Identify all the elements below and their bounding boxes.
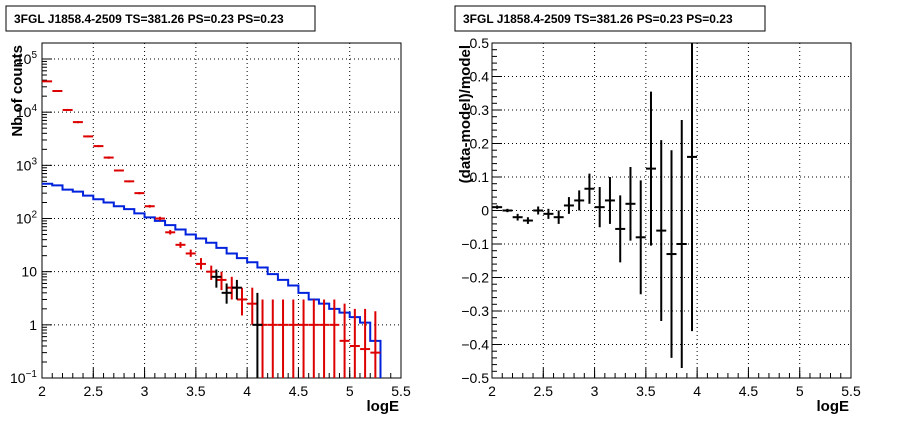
left-y-tick-label: 102 xyxy=(16,210,38,227)
left-title-box xyxy=(5,5,316,32)
right-y-tick-label: 0.4 xyxy=(470,69,490,85)
right-y-tick-label: 0.2 xyxy=(470,136,490,152)
left-x-tick-label: 3 xyxy=(141,383,149,399)
left-y-tick-exponent: 4 xyxy=(31,103,37,114)
left-plot-area xyxy=(42,80,382,378)
left-y-tick-base: 10 xyxy=(16,211,32,227)
left-x-axis-label: logE xyxy=(367,398,400,415)
right-chart-title: 3FGL J1858.4-2509 TS=381.26 PS=0.23 PS=0… xyxy=(463,12,733,26)
right-x-tick-label: 5 xyxy=(796,383,804,399)
left-y-tick-base: 10 xyxy=(16,104,32,120)
left-y-tick-base: 10 xyxy=(16,51,32,67)
right-y-tick-label: −0.4 xyxy=(461,337,489,353)
right-x-tick-label: 4 xyxy=(693,383,701,399)
right-y-tick-label: 0.3 xyxy=(470,102,490,118)
model-step-line xyxy=(42,182,382,378)
right-x-tick-label: 2.5 xyxy=(534,383,554,399)
right-x-tick-label: 3 xyxy=(591,383,599,399)
left-y-tick-label: 1 xyxy=(29,317,37,333)
right-y-tick-label: 0.1 xyxy=(470,169,490,185)
left-y-tick-exponent: 2 xyxy=(31,210,37,221)
left-y-tick-exponent: −1 xyxy=(26,369,38,380)
left-x-tick-label: 4 xyxy=(243,383,251,399)
right-y-tick-label: −0.5 xyxy=(461,370,489,386)
right-x-tick-label: 2 xyxy=(488,383,496,399)
right-x-tick-label: 4.5 xyxy=(739,383,759,399)
right-y-tick-label: 0.5 xyxy=(470,35,490,51)
left-y-tick-exponent: 3 xyxy=(31,156,37,167)
left-x-tick-label: 5 xyxy=(346,383,354,399)
right-plot-area xyxy=(492,43,698,368)
left-y-tick-label: 103 xyxy=(16,156,38,173)
left-y-tick-label: 10−1 xyxy=(10,369,37,386)
left-y-tick-label: 10 xyxy=(21,264,37,280)
right-title-box xyxy=(454,5,766,32)
right-y-tick-label: −0.2 xyxy=(461,270,489,286)
right-y-axis-label: (data-model)/model xyxy=(457,45,474,183)
right-y-tick-label: −0.3 xyxy=(461,303,489,319)
left-y-tick-label: 105 xyxy=(16,50,38,67)
left-x-tick-label: 2 xyxy=(38,383,46,399)
left-y-tick-base: 10 xyxy=(21,264,37,280)
right-x-tick-label: 3.5 xyxy=(636,383,656,399)
left-y-tick-base: 10 xyxy=(10,370,26,386)
left-x-tick-label: 3.5 xyxy=(186,383,206,399)
right-x-axis-label: logE xyxy=(817,398,850,415)
left-chart-title: 3FGL J1858.4-2509 TS=381.26 PS=0.23 PS=0… xyxy=(14,12,284,26)
left-x-tick-label: 2.5 xyxy=(84,383,104,399)
left-y-tick-exponent: 5 xyxy=(31,50,37,61)
left-plot-frame xyxy=(41,42,402,379)
left-x-tick-label: 5.5 xyxy=(391,383,411,399)
left-y-tick-label: 104 xyxy=(16,103,38,120)
right-y-tick-label: 0 xyxy=(481,203,489,219)
left-y-tick-base: 10 xyxy=(16,157,32,173)
left-y-axis-label: Nb of counts xyxy=(9,45,26,137)
right-x-tick-label: 5.5 xyxy=(841,383,861,399)
left-y-tick-base: 1 xyxy=(29,317,37,333)
right-y-tick-label: −0.1 xyxy=(461,236,489,252)
left-x-tick-label: 4.5 xyxy=(289,383,309,399)
